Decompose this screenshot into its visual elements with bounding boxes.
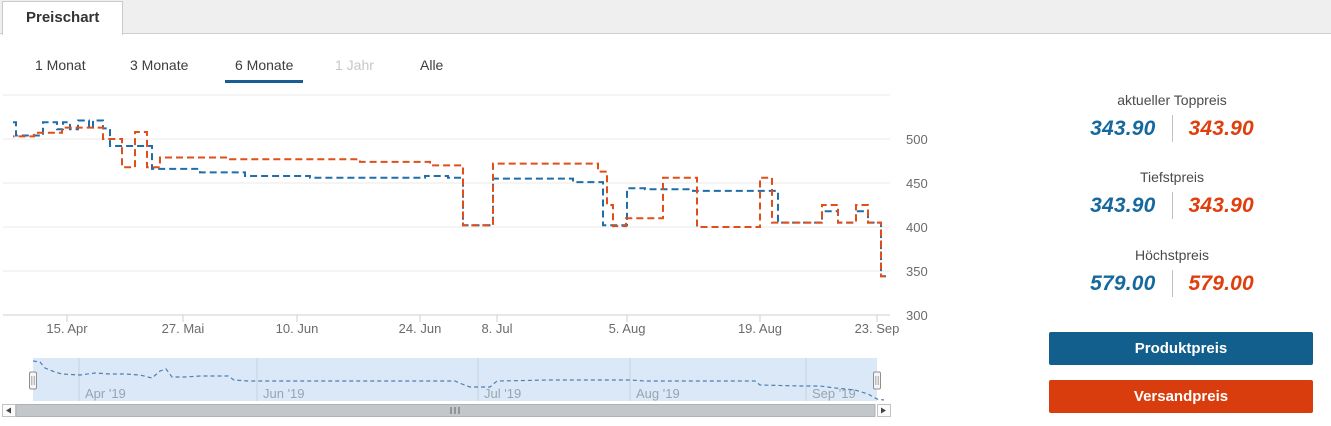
navigator-month-label: Apr '19 <box>85 386 126 401</box>
value-divider <box>1171 115 1173 142</box>
y-axis-label: 400 <box>906 220 928 235</box>
product-price-value: 343.90 <box>1090 193 1156 217</box>
stat-label: Tiefstpreis <box>1139 169 1205 185</box>
x-axis-label: 8. Jul <box>481 321 512 336</box>
stat-hoechstpreis: Höchstpreis 579.00 579.00 <box>1030 247 1314 297</box>
navigator-left-handle[interactable] <box>29 371 37 390</box>
series-produktpreis[interactable] <box>13 119 886 278</box>
x-axis-label: 24. Jun <box>399 321 442 336</box>
tab-label: Preischart <box>26 9 100 26</box>
stat-toppreis: aktueller Toppreis 343.90 343.90 <box>1030 92 1314 142</box>
product-price-value: 579.00 <box>1090 271 1156 295</box>
series-versandpreis[interactable] <box>13 126 886 278</box>
range-option-1-jahr: 1 Jahr <box>335 57 374 73</box>
versandpreis-button[interactable]: Versandpreis <box>1049 380 1313 413</box>
navigator-month-label: Sep '19 <box>812 386 856 401</box>
value-divider <box>1171 270 1173 297</box>
navigator-month-label: Aug '19 <box>636 386 680 401</box>
value-divider <box>1171 192 1173 219</box>
x-axis-label: 5. Aug <box>609 321 646 336</box>
range-option-1-monat[interactable]: 1 Monat <box>35 57 86 73</box>
stat-label: aktueller Toppreis <box>1117 92 1227 108</box>
tab-preischart[interactable]: Preischart <box>2 1 124 35</box>
navigator-series-line <box>32 360 885 401</box>
produktpreis-button[interactable]: Produktpreis <box>1049 332 1313 365</box>
navigator-month-label: Jun '19 <box>263 386 305 401</box>
x-axis-label: 15. Apr <box>46 321 88 336</box>
navigator-selected-range[interactable] <box>33 358 877 401</box>
x-axis-label: 23. Sep <box>855 321 900 336</box>
stat-label: Höchstpreis <box>1135 247 1209 263</box>
shipping-price-value: 579.00 <box>1188 271 1254 295</box>
range-selector: 1 Monat 3 Monate 6 Monate 1 Jahr Alle <box>0 57 960 83</box>
y-axis-label: 350 <box>906 264 928 279</box>
range-option-6-monate[interactable]: 6 Monate <box>225 57 304 83</box>
price-history-chart[interactable]: 500 450 400 350 300 15. Apr 27. Mai 10. Jun 24. … <box>0 90 945 345</box>
x-axis-label: 27. Mai <box>162 321 205 336</box>
stat-tiefstpreis: Tiefstpreis 343.90 343.90 <box>1030 169 1314 219</box>
range-option-alle[interactable]: Alle <box>420 57 444 73</box>
x-axis-label: 19. Aug <box>738 321 782 336</box>
navigator-right-handle[interactable] <box>873 371 881 390</box>
range-option-3-monate[interactable]: 3 Monate <box>130 57 189 73</box>
product-price-value: 343.90 <box>1090 116 1156 140</box>
chart-navigator[interactable]: Apr '19 Jun '19 Jul '19 Aug '19 Sep '19 <box>0 356 945 426</box>
scrollbar-left-arrow[interactable] <box>2 404 16 417</box>
shipping-price-value: 343.90 <box>1188 116 1254 140</box>
scrollbar-track[interactable] <box>15 404 876 417</box>
navigator-month-label: Jul '19 <box>484 386 521 401</box>
price-summary-panel: Produktpreis Versandpreis aktueller Topp… <box>1030 90 1314 420</box>
x-axis-label: 10. Jun <box>276 321 319 336</box>
y-axis-label: 450 <box>906 176 928 191</box>
shipping-price-value: 343.90 <box>1188 193 1254 217</box>
scrollbar-right-arrow[interactable] <box>877 404 891 417</box>
y-axis-label: 500 <box>906 132 928 147</box>
tab-strip <box>0 0 1331 34</box>
y-axis-label: 300 <box>906 308 928 323</box>
